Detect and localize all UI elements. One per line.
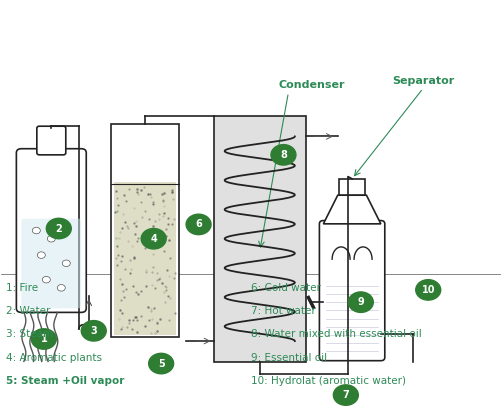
Text: 9: Essential oil: 9: Essential oil <box>250 353 327 363</box>
Text: 10: Hydrolat (aromatic water): 10: Hydrolat (aromatic water) <box>250 376 405 386</box>
Polygon shape <box>323 195 380 224</box>
Circle shape <box>37 252 45 258</box>
Text: 3: Steam: 3: Steam <box>7 330 54 339</box>
FancyBboxPatch shape <box>339 179 364 195</box>
Circle shape <box>42 276 50 283</box>
Text: 1: Fire: 1: Fire <box>7 283 39 293</box>
Circle shape <box>81 321 106 341</box>
Circle shape <box>141 229 166 249</box>
FancyBboxPatch shape <box>37 126 66 155</box>
Text: 4: 4 <box>150 234 157 244</box>
Circle shape <box>62 260 70 267</box>
Text: 8: Water mixed with essential oil: 8: Water mixed with essential oil <box>250 330 421 339</box>
Text: 7: Hot water: 7: Hot water <box>250 306 315 316</box>
Circle shape <box>186 214 210 235</box>
Circle shape <box>31 329 56 349</box>
Circle shape <box>271 145 296 165</box>
Circle shape <box>148 353 173 374</box>
Text: 2: Water: 2: Water <box>7 306 51 316</box>
FancyBboxPatch shape <box>213 116 305 361</box>
Circle shape <box>415 280 440 300</box>
Circle shape <box>348 292 373 312</box>
Text: 9: 9 <box>357 297 364 307</box>
Text: 5: 5 <box>157 358 164 369</box>
FancyBboxPatch shape <box>22 219 81 308</box>
Text: Separator: Separator <box>391 76 453 86</box>
Circle shape <box>32 227 40 234</box>
Circle shape <box>46 218 71 239</box>
Text: 4: Aromatic plants: 4: Aromatic plants <box>7 353 102 363</box>
Circle shape <box>57 285 65 291</box>
FancyBboxPatch shape <box>17 149 86 312</box>
Text: 6: Cold water: 6: Cold water <box>250 283 320 293</box>
FancyBboxPatch shape <box>114 182 176 335</box>
Text: 5: Steam +Oil vapor: 5: Steam +Oil vapor <box>7 376 125 386</box>
Text: 6: 6 <box>195 220 201 229</box>
FancyBboxPatch shape <box>319 220 384 360</box>
Text: Condenser: Condenser <box>278 80 344 90</box>
Circle shape <box>333 385 358 405</box>
Text: 8: 8 <box>280 150 286 160</box>
Text: 10: 10 <box>421 285 434 295</box>
Text: 1: 1 <box>41 334 47 344</box>
Text: 2: 2 <box>55 223 62 234</box>
Text: 7: 7 <box>342 390 349 400</box>
Circle shape <box>47 236 55 242</box>
FancyBboxPatch shape <box>111 124 178 337</box>
Text: 3: 3 <box>90 326 97 336</box>
